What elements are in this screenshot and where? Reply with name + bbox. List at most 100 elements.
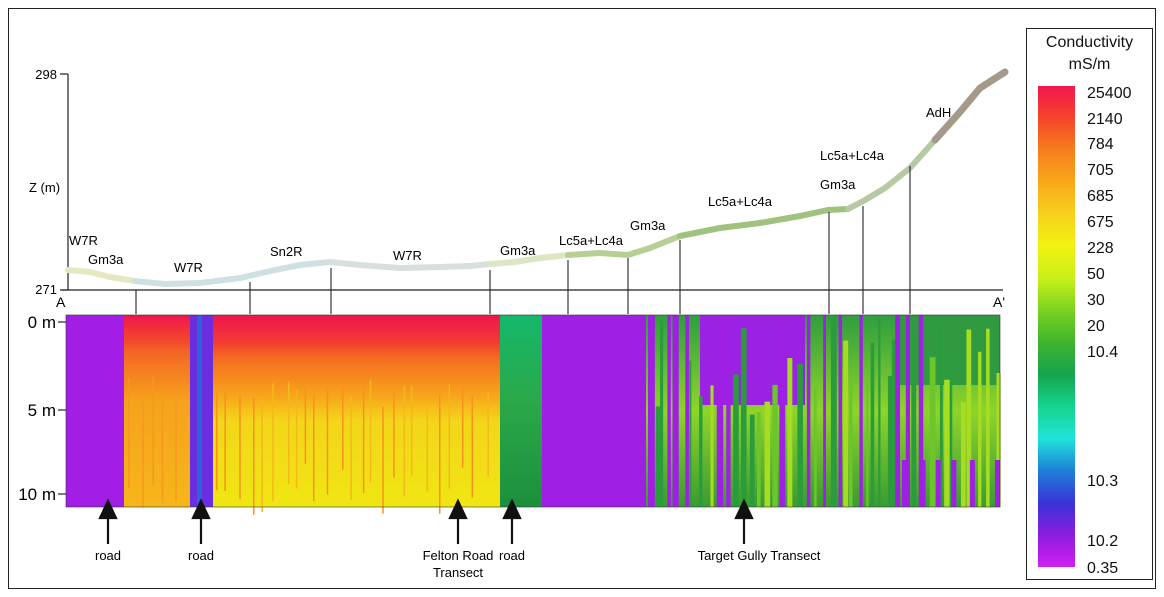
section-stripe <box>951 460 957 507</box>
section-stripe <box>660 320 664 507</box>
section-stripe <box>733 374 739 507</box>
section-stripe <box>672 315 678 507</box>
z-axis-label: Z (m) <box>29 180 60 195</box>
legend-tick-label: 685 <box>1087 188 1114 205</box>
section-stripe <box>716 315 723 507</box>
section-stripe <box>239 395 241 500</box>
profile-connectors <box>135 166 911 314</box>
legend-color-bar <box>1038 86 1075 567</box>
section-stripe <box>216 392 218 491</box>
legend-tick-label: 0.35 <box>1087 560 1119 577</box>
legend-tick-label: 784 <box>1087 136 1114 153</box>
unit-label: Gm3a <box>820 177 856 192</box>
section-stripe <box>304 383 307 464</box>
section-stripe <box>685 315 689 507</box>
section-stripe <box>866 377 869 507</box>
section-stripe <box>471 395 474 498</box>
section-stripe <box>261 398 263 512</box>
section-stripe <box>726 315 731 507</box>
marker-label: Target Gully Transect <box>698 548 821 563</box>
section-stripe <box>797 363 803 507</box>
section-stripe <box>461 386 464 468</box>
z-bottom-label: 271 <box>35 282 57 297</box>
up-arrow-icon <box>448 498 468 544</box>
marker-arrows <box>98 498 754 544</box>
section-stripe <box>986 328 990 507</box>
section-stripe <box>764 401 771 507</box>
section-block <box>66 315 124 507</box>
section-stripe <box>648 315 654 507</box>
section-stripe <box>287 381 290 484</box>
section-stripe <box>699 396 703 507</box>
legend-tick-label: 20 <box>1087 318 1105 335</box>
section-stripe <box>128 378 130 489</box>
section-stripe <box>426 405 429 492</box>
section-stripe <box>350 396 352 501</box>
depth-label: 10 m <box>18 485 56 504</box>
section-stripe <box>487 391 489 477</box>
section-stripe <box>838 315 843 507</box>
section-stripe <box>224 391 226 492</box>
unit-label: Lc5a+Lc4a <box>559 233 624 248</box>
section-stripe <box>720 315 724 507</box>
section-stripe <box>787 358 793 507</box>
figure-frame <box>8 8 1156 589</box>
unit-label: Gm3a <box>88 252 124 267</box>
section-stripe <box>382 406 384 514</box>
section-stripe <box>772 384 778 507</box>
section-stripe <box>911 340 917 507</box>
section-stripe <box>652 315 655 507</box>
legend-tick-label: 25400 <box>1087 85 1132 102</box>
section-stripe <box>814 387 817 507</box>
section-stripe <box>978 351 982 507</box>
section-stripe <box>994 460 1000 507</box>
marker-label: Felton Road Transect <box>423 548 494 580</box>
depth-label: 0 m <box>28 313 56 332</box>
legend-tick-label: 705 <box>1087 162 1114 179</box>
section-stripe <box>326 388 329 495</box>
section-stripe <box>935 460 941 507</box>
conductivity-legend: Conductivity mS/m 25400 2140 784 705 685 675 2… <box>1026 28 1153 580</box>
unit-label: Gm3a <box>630 218 666 233</box>
marker-labels: road road Felton Road Transect road Targe… <box>95 548 821 580</box>
section-stripe <box>843 340 849 507</box>
section-stripe <box>920 460 926 507</box>
section-stripe <box>969 460 975 507</box>
section-stripe <box>848 380 853 507</box>
section-stripe <box>996 373 1001 507</box>
unit-label: Lc5a+Lc4a <box>820 148 885 163</box>
legend-tick-label: 10.4 <box>1087 344 1119 361</box>
legend-tick-label: 2140 <box>1087 111 1123 128</box>
section-block <box>542 315 646 507</box>
section-stripe <box>448 384 451 489</box>
section-stripe <box>740 328 747 507</box>
section-stripe <box>870 342 875 507</box>
up-arrow-icon <box>98 498 118 544</box>
legend-tick-label: 50 <box>1087 266 1105 283</box>
section-stripe <box>891 339 896 507</box>
unit-label: Gm3a <box>500 243 536 258</box>
profile-axis <box>60 73 1003 291</box>
section-stripe <box>929 357 936 507</box>
unit-label: Sn2R <box>270 244 303 259</box>
section-stripe <box>895 315 901 507</box>
section-stripes <box>128 315 1001 515</box>
section-stripe <box>939 324 943 507</box>
section-stripe <box>966 329 972 507</box>
section-stripe <box>369 379 372 483</box>
marker-label: road <box>95 548 121 563</box>
section-stripe <box>878 318 881 507</box>
unit-label: W7R <box>393 248 422 263</box>
section-stripe <box>161 392 164 503</box>
section-stripe <box>757 412 761 507</box>
legend-unit: mS/m <box>1068 56 1111 73</box>
section-stripe <box>779 315 786 507</box>
section-stripe <box>830 317 837 507</box>
section-stripe <box>295 390 298 489</box>
conductivity-section <box>65 314 1001 515</box>
section-stripe <box>410 386 413 476</box>
end-label: A' <box>993 294 1005 310</box>
section-stripe <box>312 394 315 502</box>
unit-labels: W7R Gm3a W7R Sn2R W7R Gm3a Lc5a+Lc4a Gm3… <box>69 105 951 275</box>
